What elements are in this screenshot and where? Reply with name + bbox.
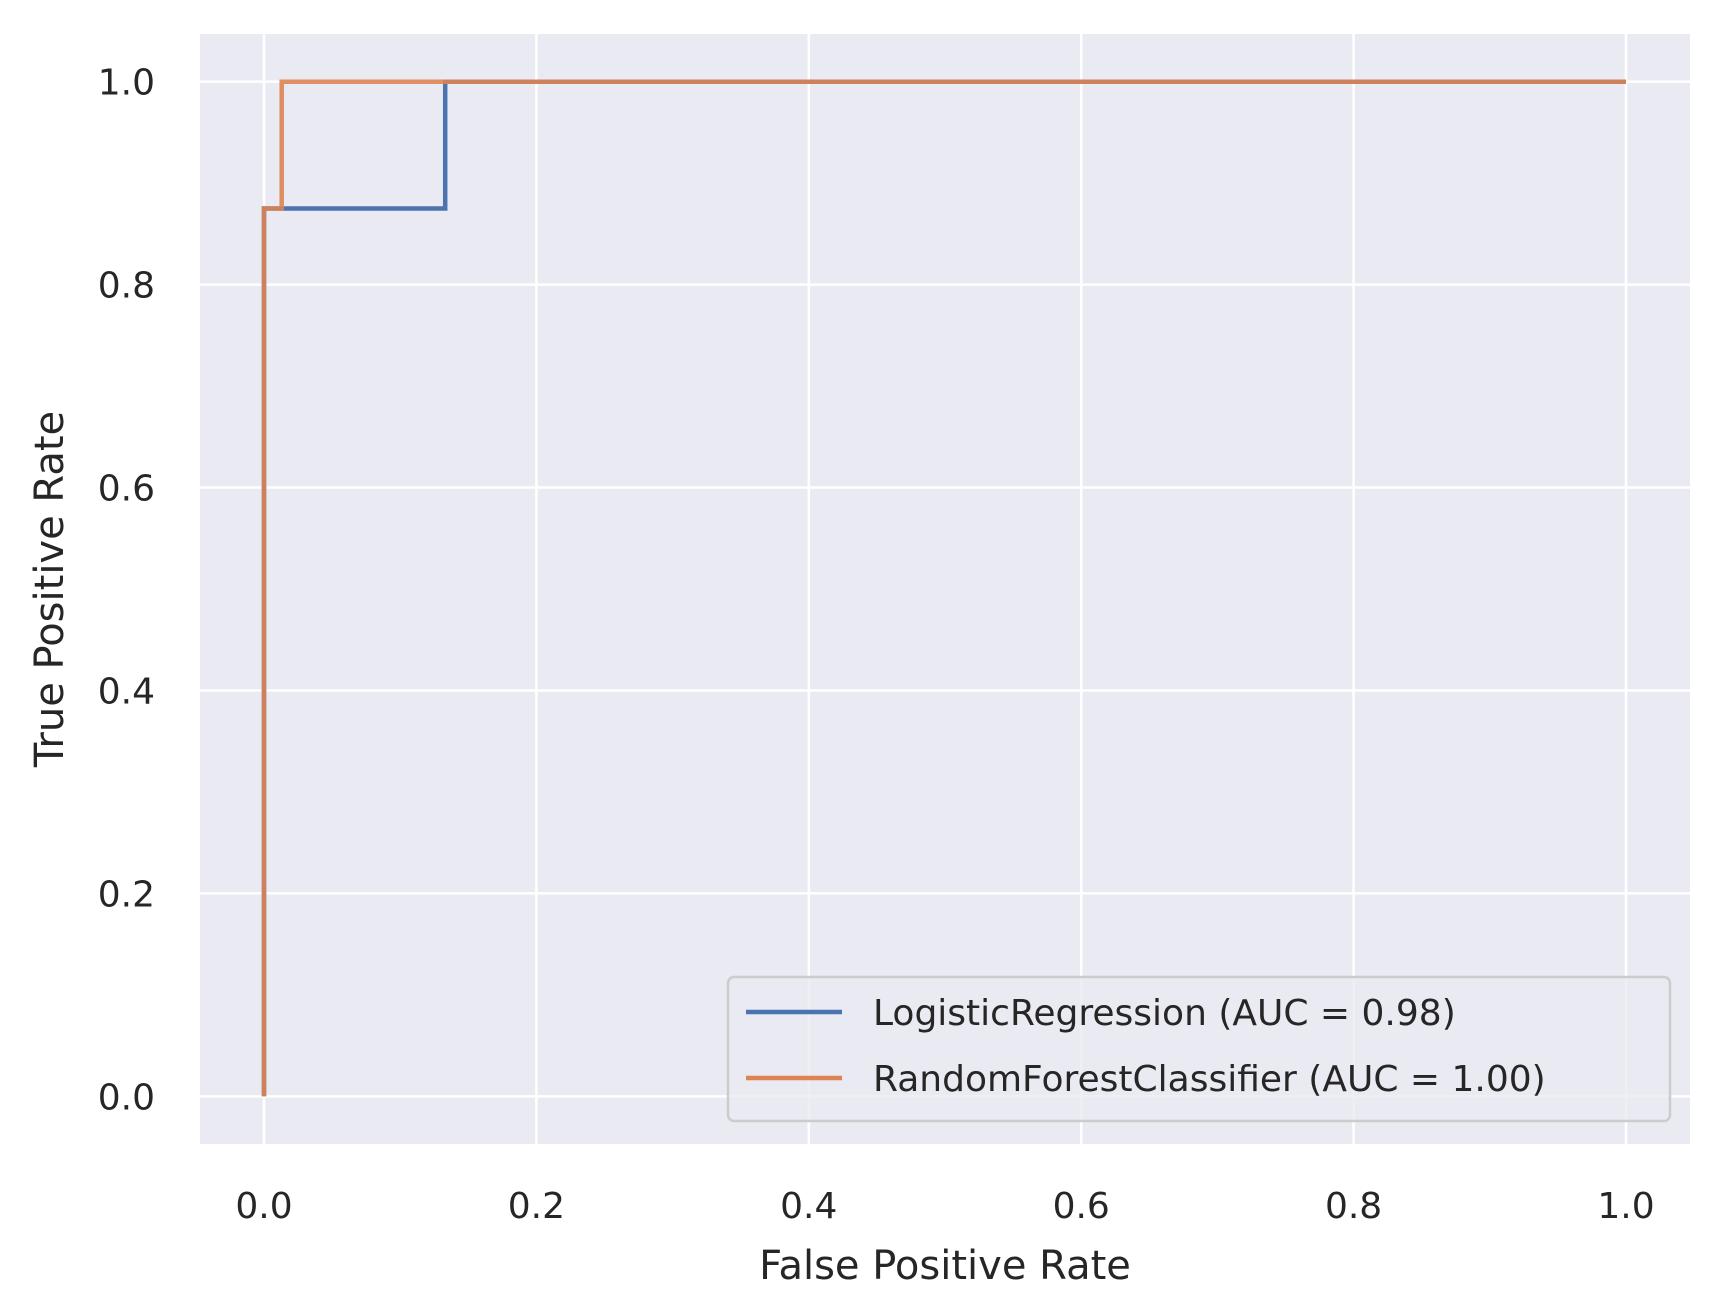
legend-label: LogisticRegression (AUC = 0.98): [873, 993, 1456, 1034]
y-tick-label: 0.4: [98, 671, 155, 712]
x-tick-label: 0.8: [1325, 1186, 1382, 1227]
x-tick-label: 1.0: [1597, 1186, 1654, 1227]
legend: LogisticRegression (AUC = 0.98) RandomFor…: [726, 975, 1672, 1123]
y-tick-label: 0.0: [98, 1077, 155, 1118]
y-tick-label: 1.0: [98, 63, 155, 104]
y-axis-label: True Positive Rate: [27, 411, 73, 768]
x-tick-labels: 0.0 0.2 0.4 0.6 0.8 1.0: [235, 1186, 1654, 1227]
legend-label: RandomForestClassifier (AUC = 1.00): [873, 1059, 1546, 1100]
y-tick-label: 0.2: [98, 874, 155, 915]
y-tick-label: 0.6: [98, 469, 155, 510]
plot-area: [200, 34, 1690, 1144]
x-tick-label: 0.4: [780, 1186, 837, 1227]
y-tick-label: 0.8: [98, 266, 155, 307]
series-line-1: [261, 79, 1626, 1097]
grid: [200, 34, 1690, 1144]
legend-box: [726, 975, 1672, 1123]
y-tick-labels: 0.0 0.2 0.4 0.6 0.8 1.0: [98, 63, 155, 1119]
x-tick-label: 0.0: [235, 1186, 292, 1227]
x-axis-label: False Positive Rate: [759, 1243, 1131, 1289]
series-layer: [261, 79, 1626, 1097]
x-tick-label: 0.6: [1053, 1186, 1110, 1227]
legend-entries: LogisticRegression (AUC = 0.98) RandomFor…: [746, 993, 1546, 1100]
x-tick-label: 0.2: [508, 1186, 565, 1227]
